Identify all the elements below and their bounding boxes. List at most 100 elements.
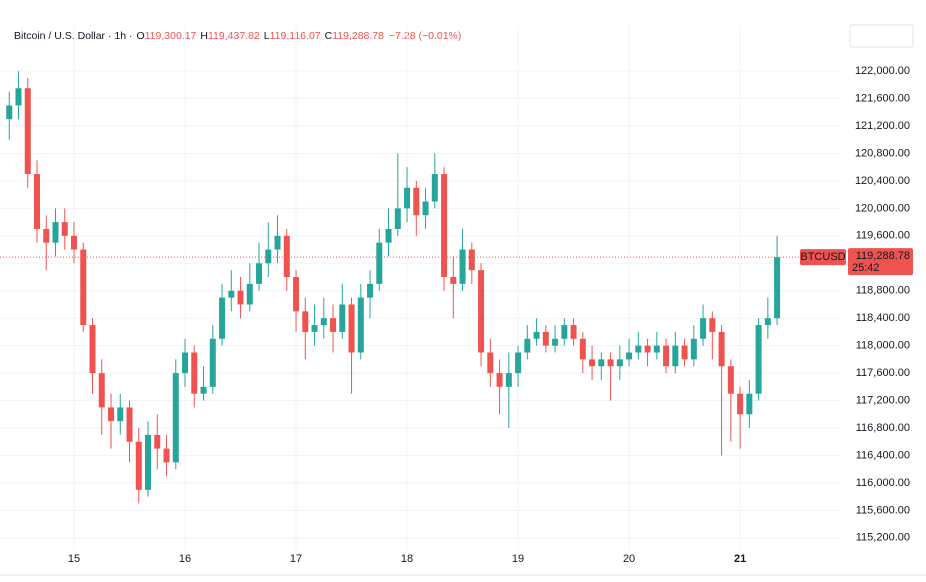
candle-body — [348, 304, 355, 353]
candle-body — [524, 338, 531, 353]
y-tick-label: 118,000.00 — [856, 340, 910, 352]
candle-body — [24, 88, 31, 175]
candle-body — [330, 318, 337, 332]
y-tick-label: 115,600.00 — [856, 504, 910, 516]
candle-body — [404, 187, 411, 209]
chart-header: Bitcoin / U.S. Dollar · 1h · O119,300.17 H… — [14, 30, 461, 42]
toolbar-box — [849, 24, 914, 48]
candle-body — [505, 373, 512, 387]
y-tick-label: 121,200.00 — [855, 120, 910, 132]
candle-body — [108, 407, 115, 422]
candle-body — [561, 325, 568, 339]
candle-body — [552, 338, 559, 346]
y-tick-label: 118,800.00 — [856, 285, 910, 297]
candle-body — [256, 263, 263, 284]
y-tick-label: 115,200.00 — [856, 532, 910, 544]
candle-body — [98, 373, 105, 408]
candle-body — [80, 249, 87, 326]
candle-body — [283, 235, 290, 278]
ohlc-value: 119,288.78 — [332, 30, 384, 42]
candle-body — [653, 345, 660, 353]
candle-body — [681, 345, 688, 360]
y-tick-label: 117,200.00 — [856, 394, 910, 406]
y-tick-label: 122,000.00 — [855, 65, 910, 77]
candle-body — [718, 331, 725, 367]
candle-body — [293, 277, 300, 312]
candle-body — [672, 345, 679, 367]
candle-body — [515, 352, 522, 374]
candle-body — [34, 174, 41, 229]
candle-body — [126, 407, 133, 442]
candle-body — [219, 297, 226, 339]
candle-body — [533, 331, 540, 339]
candle-body — [385, 228, 392, 243]
candle-body — [172, 373, 179, 463]
candle-body — [52, 222, 59, 243]
y-tick-label: 117,600.00 — [856, 367, 910, 379]
candle-body — [727, 366, 734, 394]
y-tick-label: 119,600.00 — [856, 230, 910, 242]
candle-body — [61, 222, 68, 236]
x-tick-label: 19 — [512, 553, 524, 565]
candle-body — [663, 345, 670, 367]
candle-body — [709, 318, 716, 332]
x-tick-label: 15 — [68, 553, 80, 565]
candle-body — [209, 338, 216, 387]
candle-body — [616, 359, 623, 367]
candle-body — [339, 304, 346, 332]
candle-body — [145, 434, 152, 490]
x-tick-label: 16 — [179, 553, 191, 565]
candle-body — [589, 359, 596, 367]
price-label: 119,288.78 — [856, 250, 910, 262]
candle-body — [413, 187, 420, 216]
candle-body — [755, 325, 762, 394]
candle-body — [200, 386, 207, 394]
x-tick-label: 21 — [734, 553, 746, 565]
candle-body — [89, 325, 96, 374]
candle-body — [274, 235, 281, 250]
candle-body — [302, 311, 309, 332]
candle-body — [43, 228, 50, 243]
candle-body — [71, 235, 78, 250]
symbol-label: BTCUSD — [800, 251, 845, 263]
y-tick-label: 116,000.00 — [856, 477, 910, 489]
ohlc-key: H — [200, 30, 208, 42]
candle-body — [6, 105, 13, 120]
candle-body — [764, 318, 771, 326]
candle-body — [135, 441, 142, 490]
candle-body — [496, 373, 503, 387]
candle-body — [450, 277, 457, 284]
symbol-tag — [800, 249, 846, 266]
candle-body — [182, 352, 189, 374]
candle-body — [117, 407, 124, 422]
candle-body — [570, 325, 577, 339]
candle-body — [265, 249, 272, 264]
candle-body — [163, 448, 170, 463]
candle-body — [737, 393, 744, 415]
price-tag — [848, 248, 913, 276]
candle-body — [441, 174, 448, 278]
candle-body — [357, 297, 364, 353]
candle-body — [774, 257, 781, 319]
candle-body — [431, 174, 438, 202]
candle-body — [394, 208, 401, 229]
x-tick-label: 20 — [623, 553, 635, 565]
x-tick-label: 18 — [401, 553, 413, 565]
candle-body — [154, 434, 161, 449]
y-tick-label: 116,400.00 — [856, 449, 910, 461]
candle-body — [320, 318, 327, 326]
candle-body — [607, 359, 614, 367]
y-tick-label: 121,600.00 — [855, 92, 910, 104]
x-tick-label: 17 — [290, 553, 302, 565]
candle-body — [700, 318, 707, 339]
candle-body — [228, 290, 235, 298]
y-tick-label: 120,400.00 — [855, 175, 910, 187]
countdown-label: 25:42 — [852, 262, 880, 274]
candle-body — [635, 345, 642, 353]
candle-body — [542, 331, 549, 346]
candle-body — [367, 283, 374, 298]
candle-body — [311, 325, 318, 332]
candle-body — [690, 338, 697, 360]
y-tick-label: 118,400.00 — [856, 312, 910, 324]
